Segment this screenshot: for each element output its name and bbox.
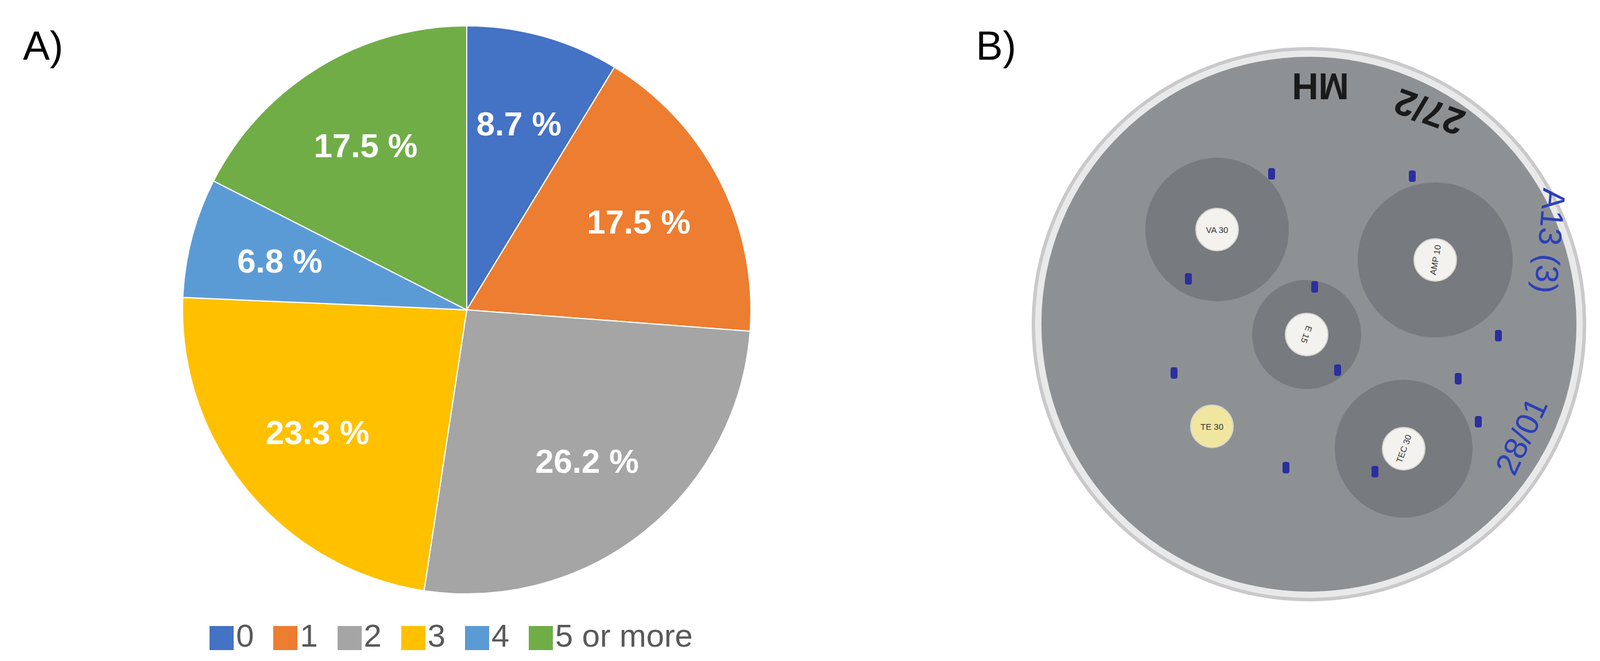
svg-text:28/01: 28/01 <box>1488 392 1555 481</box>
html-text:0: 0 <box>236 617 254 654</box>
html-text:3: 3 <box>427 617 446 654</box>
svg-text:MH: MH <box>1291 65 1350 107</box>
html-text:5 or more: 5 or more <box>555 617 693 654</box>
svg-text:27/2: 27/2 <box>1388 80 1471 144</box>
svg-text:VA 30: VA 30 <box>1206 225 1229 235</box>
html-text:A): A) <box>22 23 64 69</box>
html-text:1: 1 <box>299 617 318 654</box>
svg-text:6.8 %: 6.8 % <box>237 242 323 280</box>
svg-text:AMP 10: AMP 10 <box>1427 243 1443 276</box>
svg-text:23.3 %: 23.3 % <box>265 413 370 452</box>
svg-text:TE 30: TE 30 <box>1200 421 1224 432</box>
svg-text:17.5 %: 17.5 % <box>586 203 691 241</box>
svg-text:17.5 %: 17.5 % <box>314 126 418 165</box>
html-text:4: 4 <box>491 617 510 654</box>
svg-text:TEC 30: TEC 30 <box>1393 433 1413 465</box>
svg-text:8.7 %: 8.7 % <box>476 105 562 143</box>
html-text:2: 2 <box>363 617 382 654</box>
svg-text:A13 (3): A13 (3) <box>1527 187 1574 296</box>
svg-text:26.2 %: 26.2 % <box>535 442 639 480</box>
svg-text:E 15: E 15 <box>1299 324 1315 346</box>
html-text:B): B) <box>975 23 1017 69</box>
